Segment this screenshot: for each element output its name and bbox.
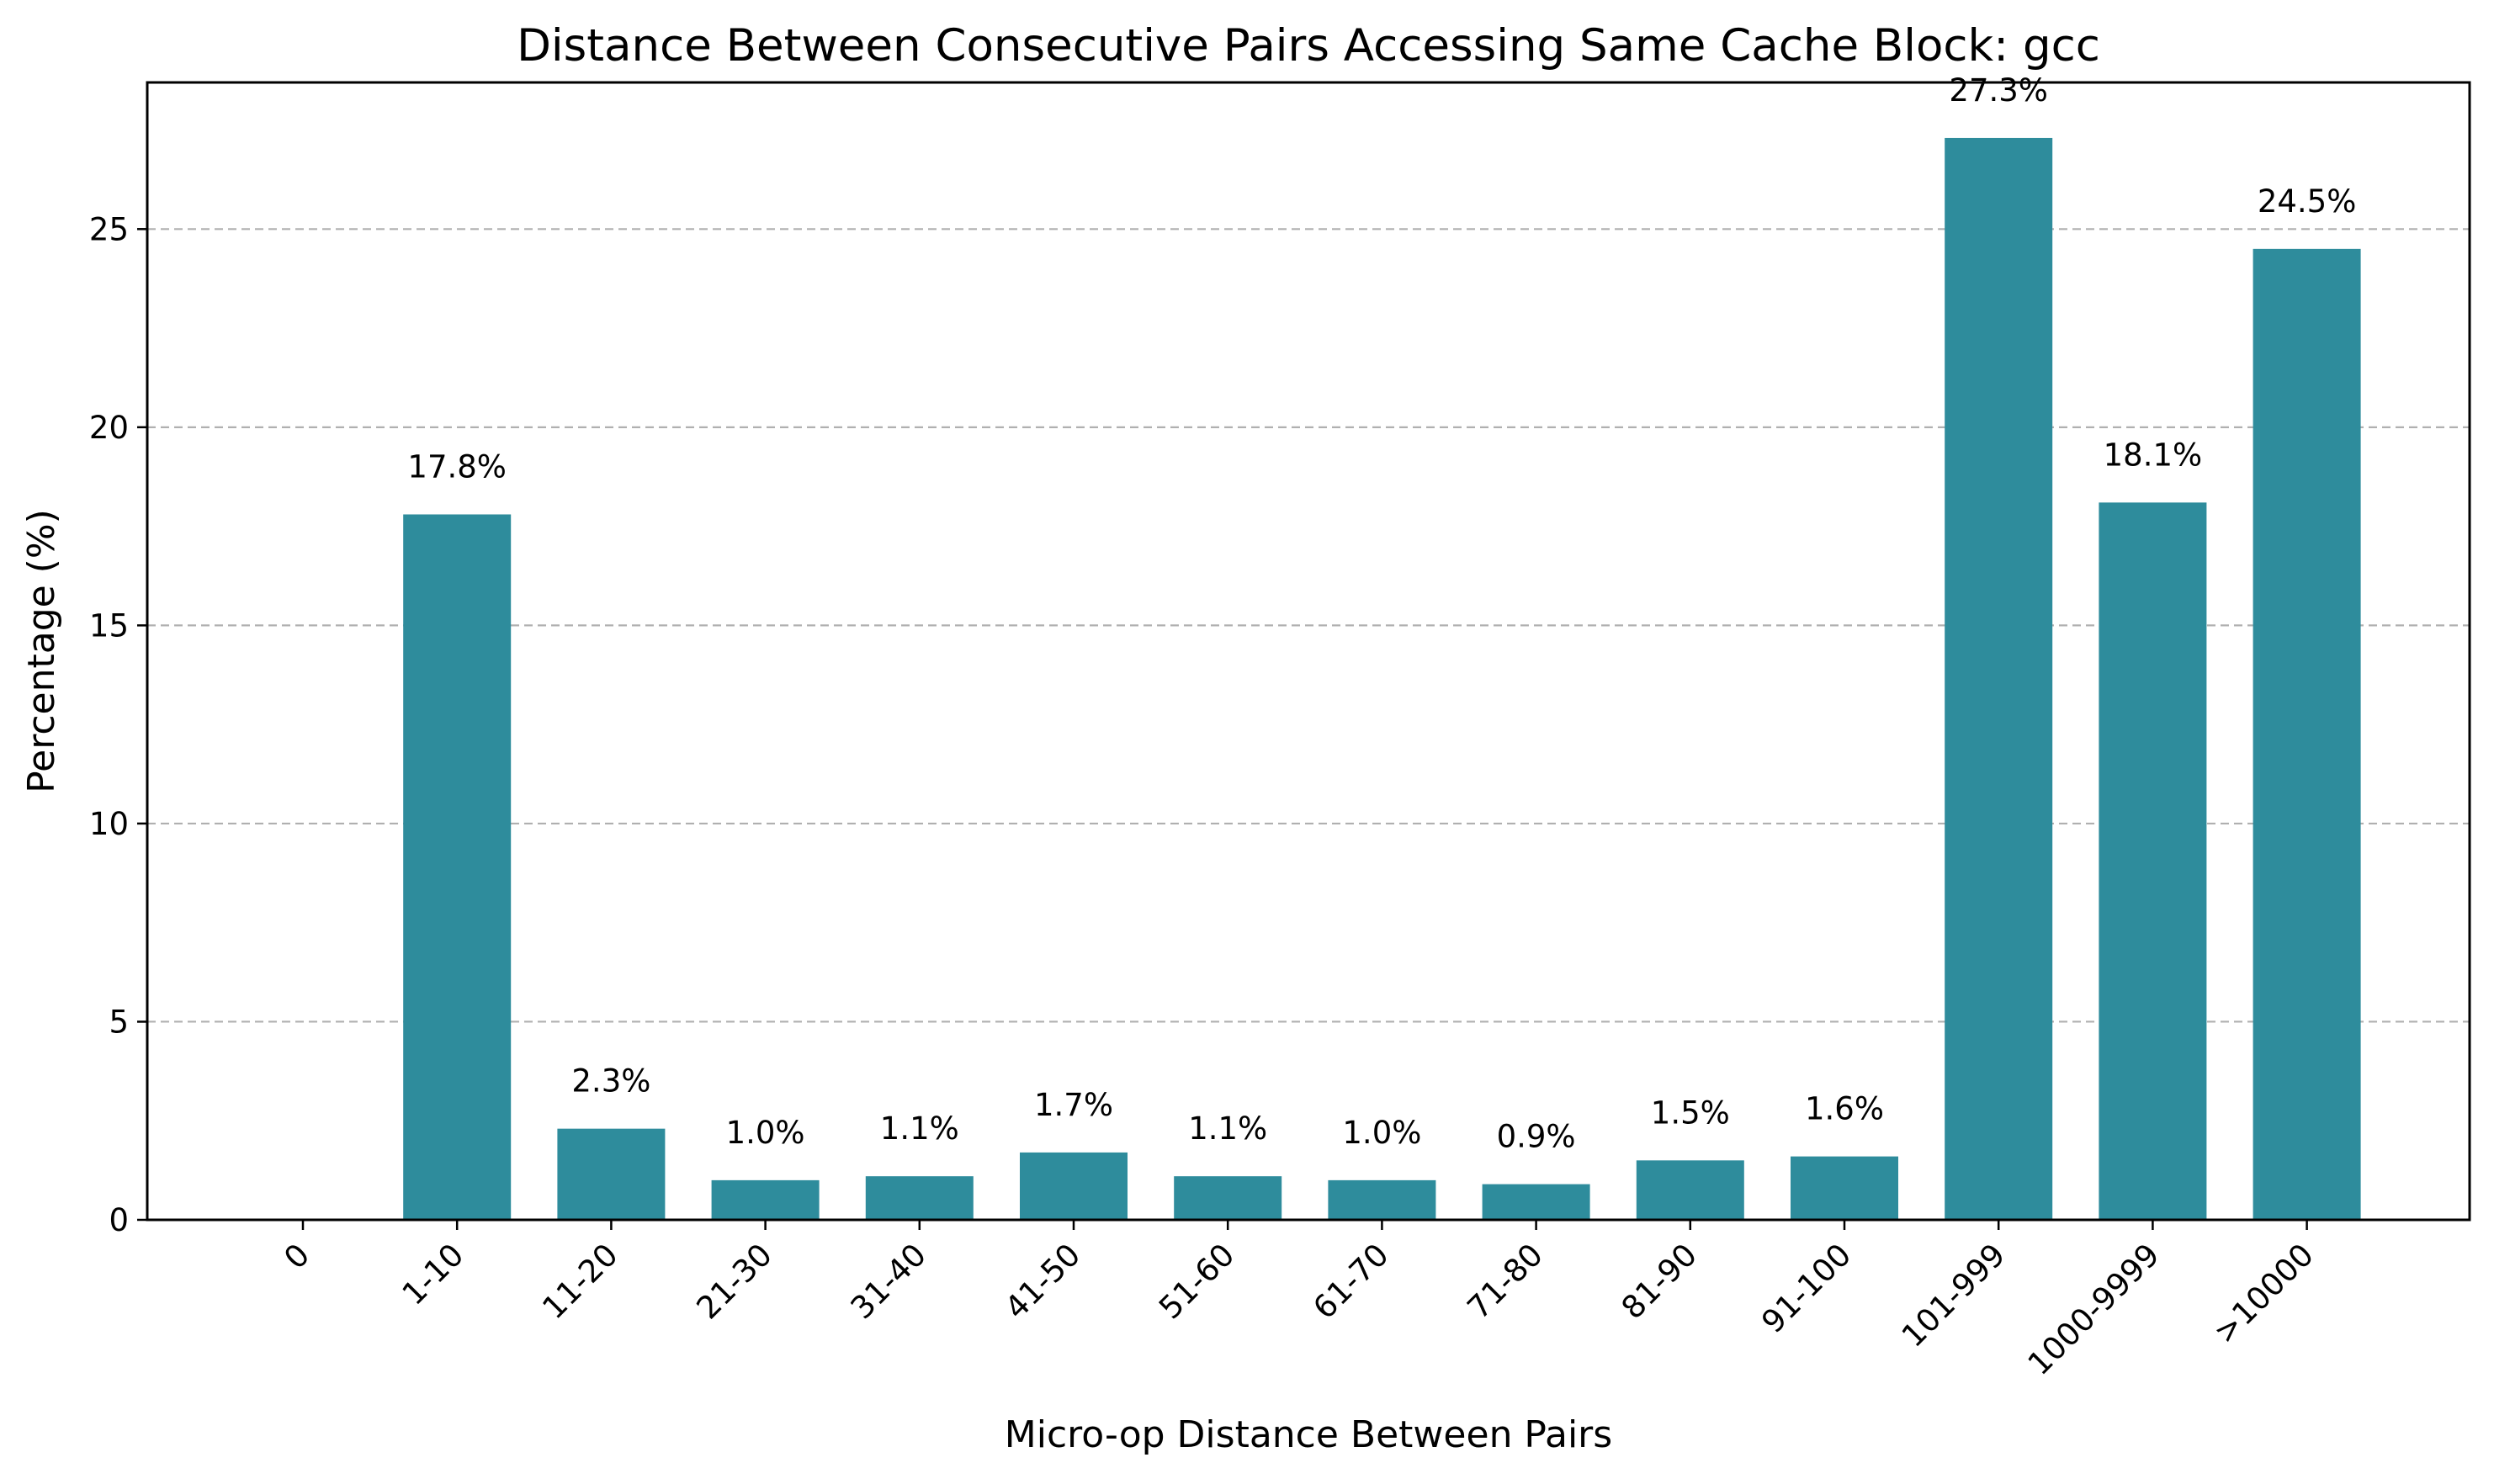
y-tick-label-20: 20 (89, 410, 129, 446)
data-label-101-999: 27.3% (1949, 72, 2048, 109)
y-tick-label-0: 0 (109, 1202, 129, 1238)
data-label-51-60: 1.1% (1188, 1110, 1267, 1147)
bar-101-999 (1945, 137, 2053, 1221)
data-label-61-70: 1.0% (1342, 1115, 1421, 1151)
x-axis-label: Micro-op Distance Between Pairs (1005, 1413, 1612, 1456)
data-label-1-10: 17.8% (407, 448, 507, 485)
data-label-71-80: 0.9% (1497, 1119, 1576, 1155)
bar-31-40 (865, 1176, 974, 1220)
bar-1000-9999 (2099, 502, 2207, 1220)
x-tick-label-61-70: 61-70 (1306, 1237, 1395, 1326)
data-label-1000-9999: 18.1% (2104, 437, 2203, 473)
chart-title: Distance Between Consecutive Pairs Acces… (517, 20, 2100, 72)
data-label-41-50: 1.7% (1034, 1087, 1113, 1123)
bar-1-10 (403, 514, 512, 1220)
data-label-gt-10000: 24.5% (2258, 183, 2357, 220)
bar-51-60 (1174, 1176, 1282, 1220)
data-label-81-90: 1.5% (1651, 1094, 1730, 1131)
plot-frame (146, 81, 2471, 1222)
x-tick-label-11-20: 11-20 (535, 1237, 624, 1326)
x-tick-label-81-90: 81-90 (1615, 1237, 1704, 1326)
bar-61-70 (1328, 1179, 1436, 1220)
bar-71-80 (1482, 1184, 1590, 1220)
data-label-31-40: 1.1% (880, 1110, 959, 1147)
y-tick-label-5: 5 (109, 1004, 129, 1040)
y-tick-label-25: 25 (89, 211, 129, 247)
x-tick-label-1-10: 1-10 (395, 1237, 471, 1312)
x-tick-label-1000-9999: 1000-9999 (2021, 1237, 2167, 1382)
x-tick-label-91-100: 91-100 (1754, 1237, 1858, 1340)
bar-gt-10000 (2253, 248, 2361, 1221)
x-axis-ticks: 0 1-10 11-20 21-30 31-40 41-50 51-60 61-70 71-80… (277, 1220, 2321, 1382)
x-tick-label-0: 0 (277, 1237, 316, 1276)
bar-11-20 (557, 1128, 666, 1220)
grid-lines (147, 228, 2470, 1023)
data-label-91-100: 1.6% (1805, 1091, 1884, 1127)
data-labels: 17.8% 2.3% 1.0% 1.1% 1.7% 1.1% 1.0% 0.9% 1.5% 1.6… (407, 72, 2356, 1155)
bar-41-50 (1020, 1152, 1128, 1220)
y-axis-label: Percentage (%) (20, 509, 63, 793)
y-axis-ticks: 0 5 10 15 20 25 (89, 211, 147, 1238)
data-label-11-20: 2.3% (571, 1063, 650, 1100)
x-tick-label-51-60: 51-60 (1152, 1237, 1241, 1326)
bars (403, 137, 2361, 1221)
x-tick-label-21-30: 21-30 (690, 1237, 779, 1326)
data-label-21-30: 1.0% (726, 1115, 805, 1151)
y-tick-label-10: 10 (89, 806, 129, 842)
bar-21-30 (711, 1179, 820, 1220)
x-tick-label-31-40: 31-40 (844, 1237, 933, 1326)
bar-81-90 (1636, 1160, 1744, 1220)
x-tick-label-71-80: 71-80 (1461, 1237, 1550, 1326)
y-tick-label-15: 15 (89, 607, 129, 644)
x-tick-label-41-50: 41-50 (998, 1237, 1087, 1326)
x-tick-label-101-999: 101-999 (1895, 1237, 2013, 1354)
bar-91-100 (1791, 1156, 1898, 1220)
x-tick-label-gt-10000: >10000 (2206, 1237, 2321, 1351)
